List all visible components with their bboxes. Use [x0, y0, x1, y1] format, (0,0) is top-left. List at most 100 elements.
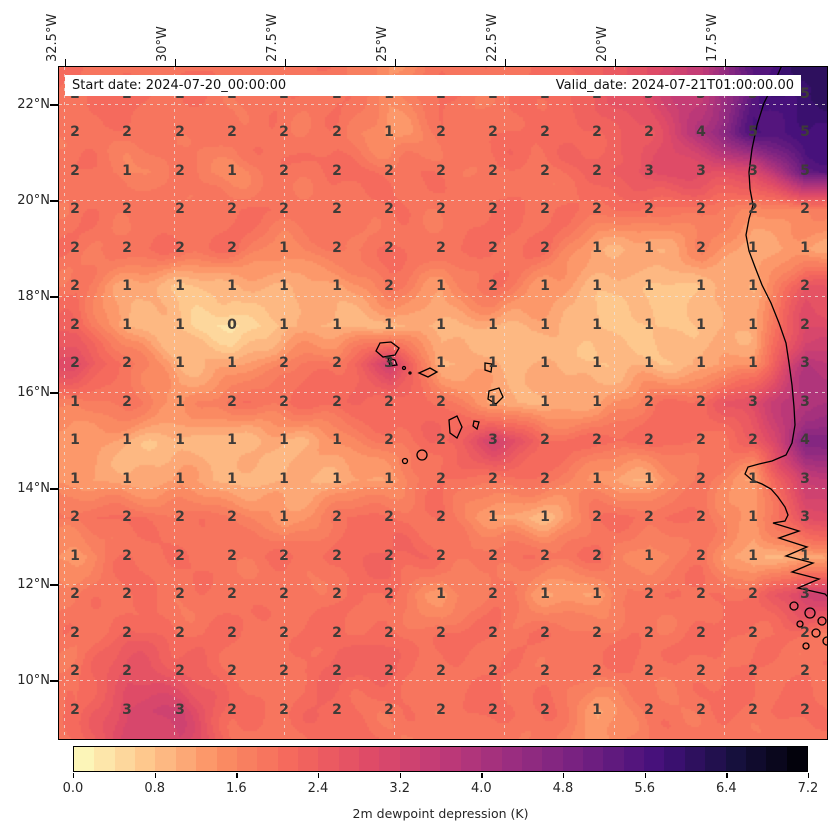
grid-value-label: 2	[540, 163, 550, 179]
colorbar-segment	[705, 747, 726, 771]
grid-value-label: 2	[436, 432, 446, 448]
grid-value-label: 1	[592, 278, 602, 294]
gridline-horizontal	[59, 200, 827, 201]
grid-value-label: 3	[748, 163, 758, 179]
grid-value-label: 1	[70, 548, 80, 564]
grid-value-label: 1	[175, 278, 185, 294]
grid-value-label: 1	[540, 509, 550, 525]
grid-value-label: 2	[384, 586, 394, 602]
colorbar-segment	[684, 747, 706, 771]
grid-value-label: 2	[227, 548, 237, 564]
grid-value-label: 2	[644, 432, 654, 448]
grid-value-label: 2	[332, 240, 342, 256]
grid-value-label: 2	[592, 625, 602, 641]
grid-value-label: 2	[384, 432, 394, 448]
grid-value-label: 3	[800, 355, 810, 371]
island-outline	[387, 357, 398, 367]
grid-value-label: 2	[122, 586, 132, 602]
colorbar-segment	[135, 747, 156, 771]
gridline-horizontal	[59, 488, 827, 489]
grid-value-label: 1	[436, 317, 446, 333]
grid-value-label: 2	[227, 509, 237, 525]
grid-value-label: 2	[800, 625, 810, 641]
colorbar-segment	[664, 747, 685, 771]
coastline-layer	[375, 67, 827, 650]
grid-value-label: 2	[70, 163, 80, 179]
grid-value-label: 3	[122, 702, 132, 718]
grid-value-label: 2	[175, 201, 185, 217]
colorbar-tick-mark	[481, 773, 483, 778]
island-outline	[401, 457, 409, 465]
grid-value-label: 2	[436, 471, 446, 487]
grid-value-label: 2	[800, 278, 810, 294]
colorbar-tick-label: 4.0	[470, 781, 492, 796]
grid-value-label: 2	[436, 124, 446, 140]
grid-value-label: 2	[332, 355, 342, 371]
colorbar-tick-label: 1.6	[225, 781, 247, 796]
island-outline	[817, 616, 827, 626]
colorbar-segment	[338, 747, 360, 771]
gridline-vertical	[394, 67, 395, 739]
lon-tick-mark	[725, 59, 727, 66]
grid-value-label: 1	[227, 278, 237, 294]
lon-tick-label: 27.5°W	[265, 13, 280, 62]
grid-value-label: 2	[70, 702, 80, 718]
grid-value-label: 1	[488, 355, 498, 371]
grid-value-label: 2	[384, 163, 394, 179]
lon-tick-label: 20°W	[595, 26, 610, 62]
island-outline	[811, 628, 821, 638]
grid-value-label: 2	[122, 124, 132, 140]
grid-value-label: 2	[332, 124, 342, 140]
gridline-vertical	[614, 67, 615, 739]
lat-tick-mark	[50, 488, 58, 490]
island-outline	[804, 607, 816, 619]
grid-value-label: 2	[70, 586, 80, 602]
colorbar-segment	[582, 747, 604, 771]
colorbar-segment	[318, 747, 339, 771]
gridline-vertical	[284, 67, 285, 739]
grid-value-label: 2	[332, 702, 342, 718]
grid-value-label: 1	[279, 471, 289, 487]
grid-value-label: 1	[175, 471, 185, 487]
gridline-vertical	[64, 67, 65, 739]
grid-value-label: 1	[332, 432, 342, 448]
grid-value-label: 2	[175, 124, 185, 140]
colorbar-tick-label: 7.2	[797, 781, 819, 796]
colorbar-segment	[481, 747, 502, 771]
grid-value-label: 2	[748, 201, 758, 217]
grid-value-label: 3	[800, 394, 810, 410]
grid-value-label: 2	[332, 201, 342, 217]
colorbar-tick-label: 0.0	[62, 781, 84, 796]
grid-value-label: 2	[70, 317, 80, 333]
grid-value-label: 2	[696, 394, 706, 410]
lon-tick-mark	[175, 59, 177, 66]
grid-value-label: 2	[70, 124, 80, 140]
grid-value-label: 2	[122, 663, 132, 679]
grid-value-label: 2	[488, 548, 498, 564]
grid-value-label: 2	[436, 702, 446, 718]
grid-value-label: 2	[540, 432, 550, 448]
colorbar-segment	[644, 747, 665, 771]
grid-value-label: 4	[696, 124, 706, 140]
lat-tick-label: 22°N	[17, 97, 50, 112]
grid-value-label: 2	[122, 355, 132, 371]
grid-value-label: 2	[540, 548, 550, 564]
grid-value-label: 1	[748, 548, 758, 564]
colorbar-tick-label: 2.4	[307, 781, 329, 796]
grid-value-label: 2	[488, 625, 498, 641]
grid-value-label: 2	[800, 702, 810, 718]
grid-value-label: 1	[122, 317, 132, 333]
grid-value-label: 1	[696, 278, 706, 294]
lat-tick-mark	[50, 200, 58, 202]
colorbar-segment	[74, 747, 95, 771]
grid-value-label: 1	[644, 548, 654, 564]
island-outline	[796, 620, 804, 628]
colorbar-tick-mark	[644, 773, 646, 778]
island-outline	[448, 415, 463, 439]
grid-value-label: 2	[592, 663, 602, 679]
gridline-horizontal	[59, 104, 827, 105]
grid-value-label: 1	[540, 394, 550, 410]
grid-value-label: 2	[436, 625, 446, 641]
grid-value-label: 2	[644, 625, 654, 641]
grid-value-label: 2	[644, 702, 654, 718]
